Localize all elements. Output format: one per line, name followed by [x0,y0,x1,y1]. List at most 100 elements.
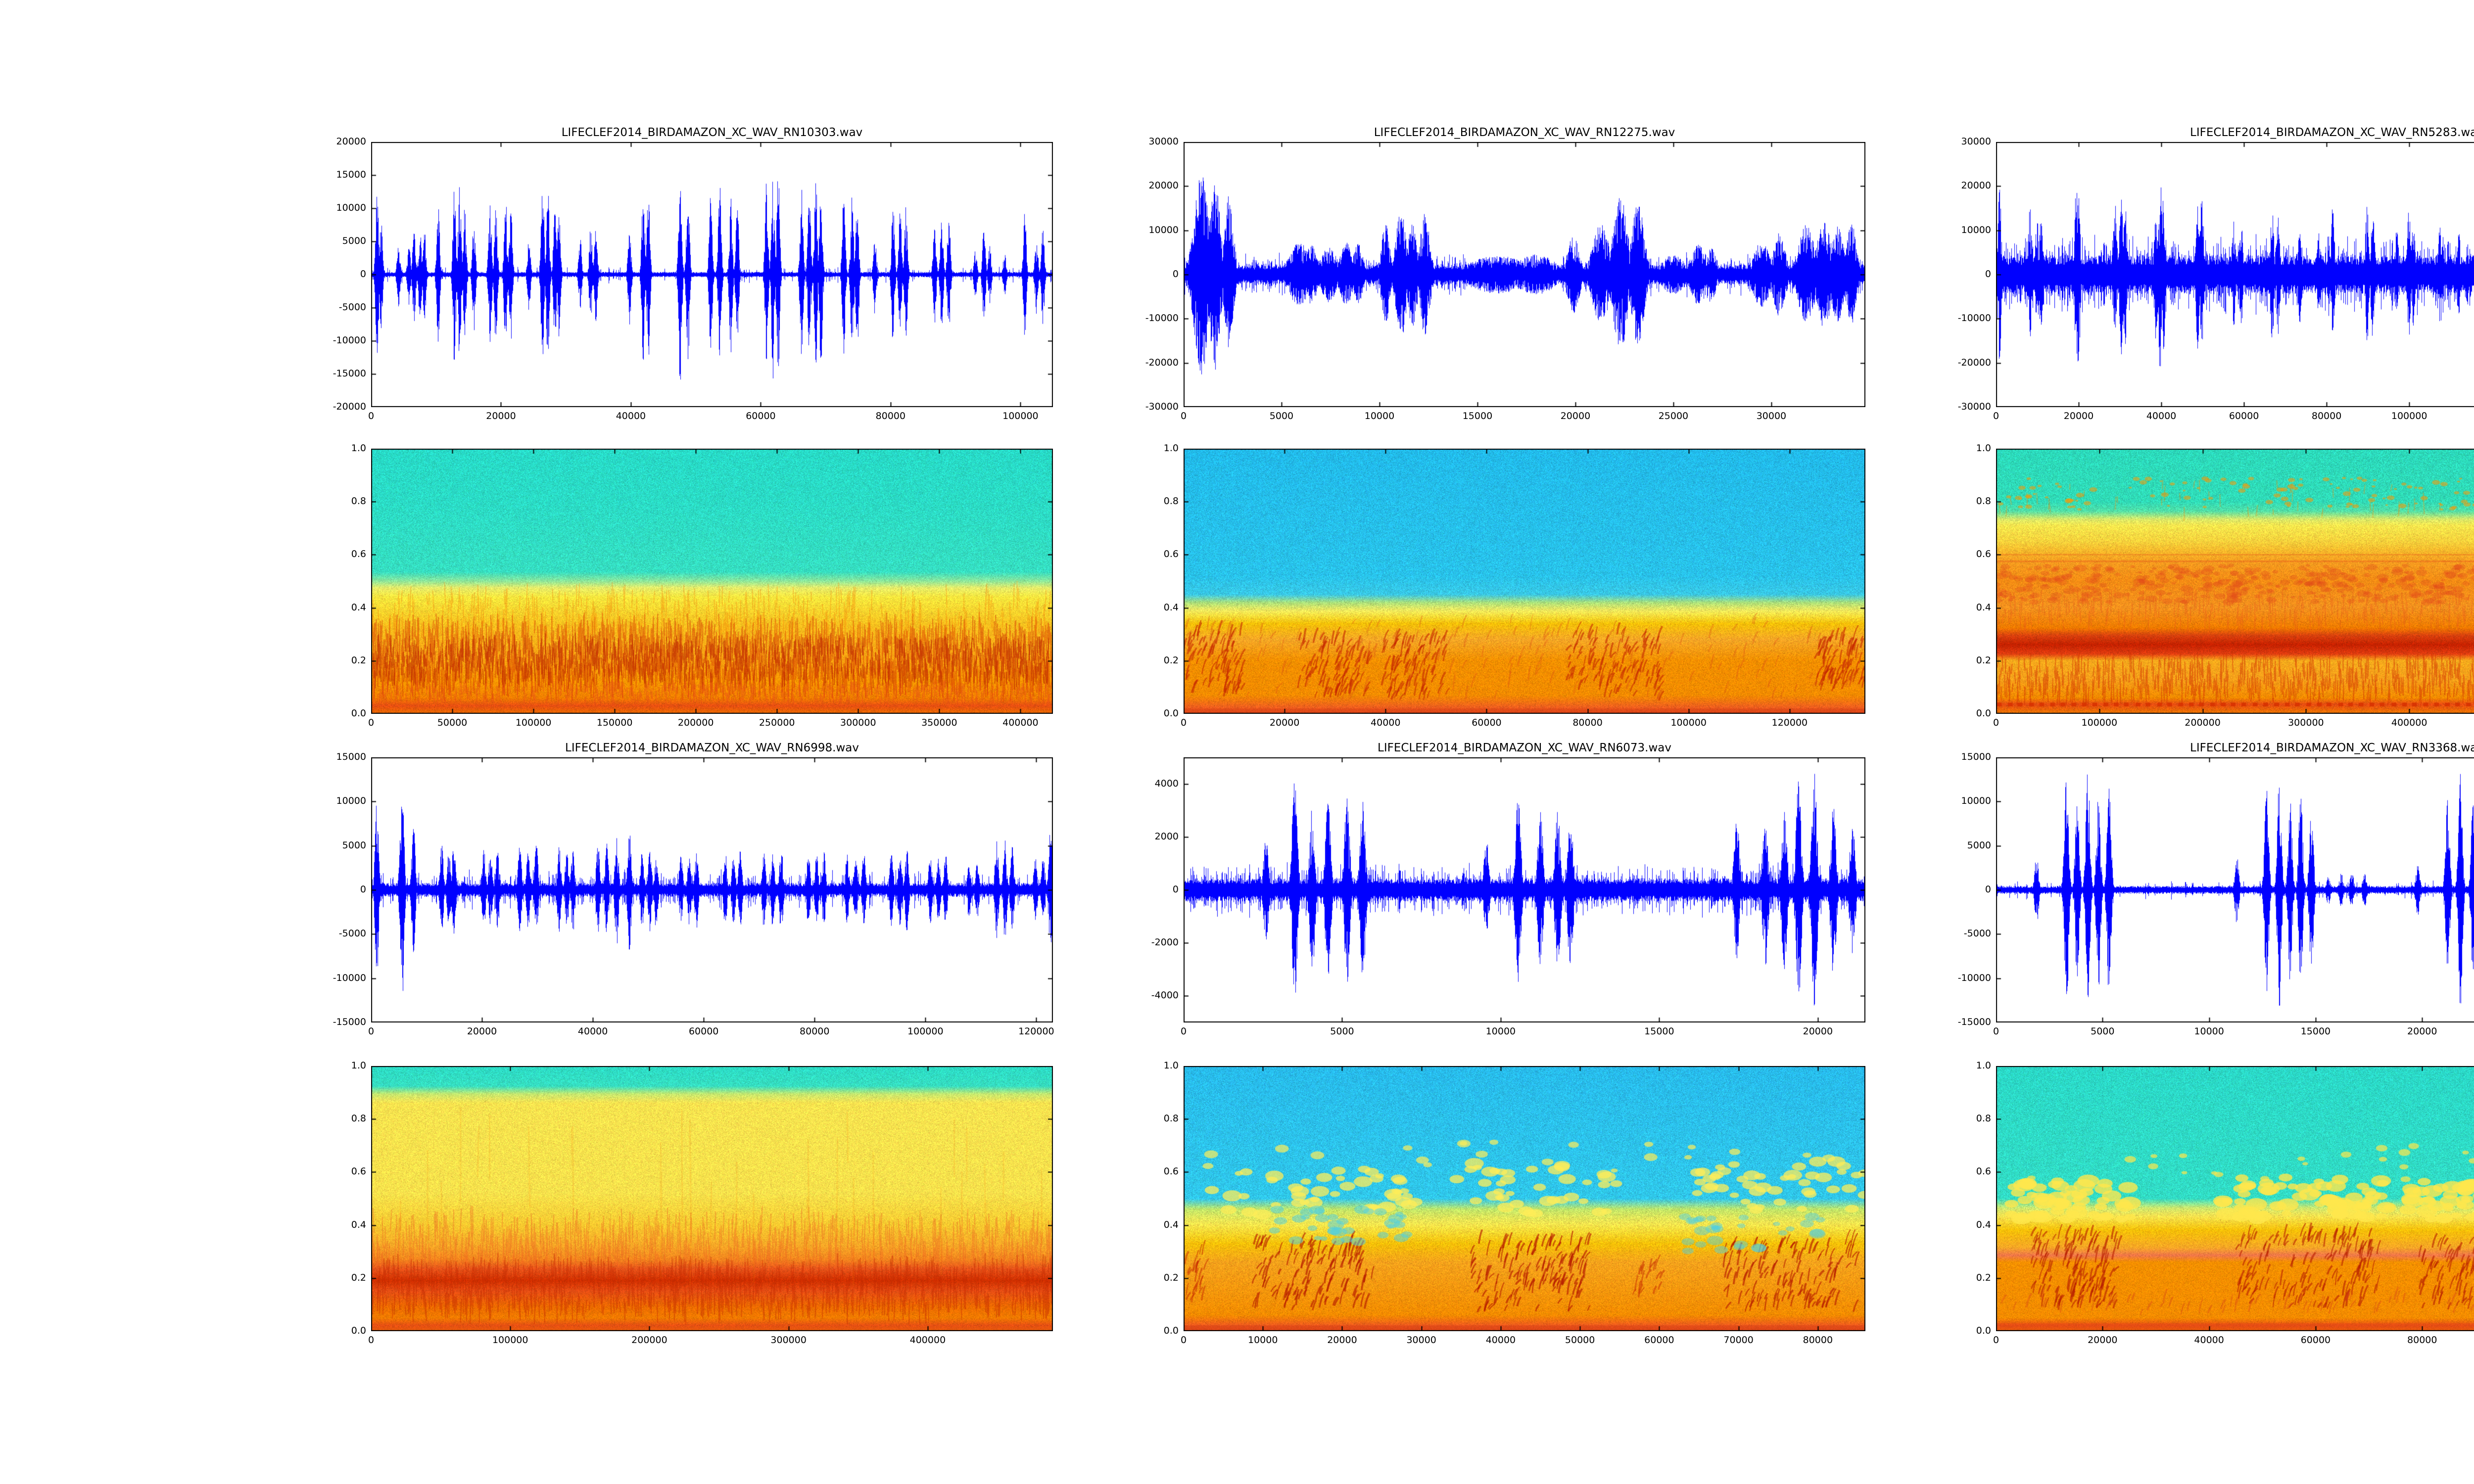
x-tick-label: 15000 [1644,1026,1674,1037]
x-tick-label: 30000 [1406,1335,1436,1345]
x-tick-label: 200000 [677,717,714,728]
y-tick-label: 0.8 [1163,496,1179,507]
y-tick-label: 0 [360,884,366,895]
y-tick-label: -4000 [1151,990,1179,1001]
y-tick-label: 0.6 [351,1166,366,1177]
y-tick-label: 30000 [1148,136,1179,147]
x-tick-label: 0 [1180,1026,1187,1037]
x-tick-label: 300000 [840,717,876,728]
x-tick-label: 150000 [596,717,633,728]
x-tick-label: 100000 [492,1335,528,1345]
y-tick-label: -10000 [333,335,366,346]
y-tick-label: 0.4 [1163,602,1179,613]
x-tick-label: 400000 [909,1335,946,1345]
y-tick-label: 0.0 [1976,708,1991,719]
subplot-waveform-r1c1: LIFECLEF2014_BIRDAMAZON_XC_WAV_RN10303.w… [333,126,1053,421]
y-tick-label: 0.0 [1976,1325,1991,1336]
y-tick-label: 10000 [1148,224,1179,235]
x-tick-label: 0 [368,1335,375,1345]
y-tick-label: -30000 [1145,401,1179,412]
y-tick-label: 0.4 [1163,1219,1179,1230]
y-tick-label: -15000 [333,368,366,379]
waveform-canvas [1184,142,1865,407]
y-tick-label: 0.4 [351,602,366,613]
x-tick-label: 20000 [1269,717,1300,728]
x-tick-label: 40000 [2146,411,2177,421]
waveform-canvas [371,757,1053,1022]
y-tick-label: 0.2 [1163,1272,1179,1283]
x-tick-label: 20000 [1327,1335,1357,1345]
y-tick-label: 0 [1172,884,1179,895]
y-tick-label: 0 [1172,269,1179,279]
y-tick-label: -5000 [338,302,366,313]
y-tick-label: 0.2 [1976,1272,1991,1283]
x-tick-label: 0 [368,411,375,421]
y-tick-label: 0.2 [1163,654,1179,666]
x-tick-label: 100000 [907,1026,944,1037]
y-tick-label: -20000 [333,401,366,412]
x-tick-label: 20000 [467,1026,497,1037]
x-tick-label: 60000 [2300,1335,2331,1345]
x-tick-label: 400000 [1002,717,1039,728]
x-tick-label: 120000 [2452,411,2474,421]
subplot-spectrogram-r4c2: 0.0 0.2 0.4 0.6 0.8 1.0 0 10000 20000 30000 40000 5… [1164,1060,1865,1345]
x-tick-label: 100000 [515,717,552,728]
y-tick-label: 0.8 [351,1113,366,1124]
y-tick-label: 0.6 [1976,549,1991,560]
spectrogram-canvas [371,1066,1053,1331]
y-tick-label: 10000 [336,795,366,807]
x-tick-label: 15000 [2300,1026,2331,1037]
y-tick-label: 1.0 [351,443,366,454]
y-tick-label: 1.0 [1163,1060,1179,1071]
y-tick-label: -5000 [1963,928,1991,939]
x-tick-label: 10000 [2194,1026,2224,1037]
subplot-spectrogram-r4c1: 0.0 0.2 0.4 0.6 0.8 1.0 0 100000 200000 300000 400… [351,1060,1053,1345]
y-tick-label: -10000 [1957,313,1991,324]
x-tick-label: 100000 [2081,717,2118,728]
subplot-title: LIFECLEF2014_BIRDAMAZON_XC_WAV_RN10303.w… [561,126,863,139]
subplot-spectrogram-r2c2: 0.0 0.2 0.4 0.6 0.8 1.0 0 20000 40000 60000 80000 1… [1164,443,1865,728]
y-tick-label: 0.2 [351,1272,366,1283]
x-tick-label: 60000 [1472,717,1502,728]
y-tick-label: 0 [1985,269,1991,279]
y-tick-label: 0.6 [1976,1166,1991,1177]
spectrogram-canvas [1184,1066,1865,1331]
x-tick-label: 0 [1993,1026,1999,1037]
y-tick-label: 0.0 [1163,708,1179,719]
y-tick-label: 10000 [1961,224,1991,235]
y-tick-label: 0.2 [1976,654,1991,666]
subplot-title: LIFECLEF2014_BIRDAMAZON_XC_WAV_RN3368.wa… [2190,742,2474,754]
y-tick-label: 0.6 [351,549,366,560]
x-tick-label: 100000 [1670,717,1707,728]
x-tick-label: 0 [1180,717,1187,728]
y-tick-label: 15000 [1961,751,1991,762]
spectrogram-canvas [1996,1066,2474,1331]
y-tick-label: 0.2 [351,654,366,666]
spectrogram-canvas [1996,449,2474,714]
subplot-waveform-r3c2: LIFECLEF2014_BIRDAMAZON_XC_WAV_RN6073.wa… [1151,742,1865,1037]
x-tick-label: 15000 [1462,411,1493,421]
x-tick-label: 0 [1180,1335,1187,1345]
y-tick-label: 0.0 [351,708,366,719]
x-tick-label: 0 [368,717,375,728]
x-tick-label: 120000 [1771,717,1808,728]
subplot-title: LIFECLEF2014_BIRDAMAZON_XC_WAV_RN6998.wa… [565,742,859,754]
y-tick-label: 5000 [342,839,366,851]
x-tick-label: 10000 [1364,411,1395,421]
y-tick-label: 0.8 [351,496,366,507]
y-tick-label: 20000 [1148,180,1179,191]
x-tick-label: 300000 [2288,717,2324,728]
x-tick-label: 5000 [1330,1026,1354,1037]
x-tick-label: 10000 [1247,1335,1278,1345]
y-tick-label: 0.8 [1163,1113,1179,1124]
y-tick-label: 5000 [342,235,366,246]
y-tick-label: -15000 [1957,1017,1991,1027]
y-tick-label: 1.0 [1163,443,1179,454]
y-tick-label: 0.4 [351,1219,366,1230]
y-tick-label: 0.4 [1976,1219,1991,1230]
x-tick-label: 20000 [2063,411,2094,421]
y-tick-label: 5000 [1967,839,1991,851]
y-tick-label: -10000 [333,972,366,983]
x-tick-label: 60000 [1644,1335,1674,1345]
y-tick-label: 0.8 [1976,1113,1991,1124]
